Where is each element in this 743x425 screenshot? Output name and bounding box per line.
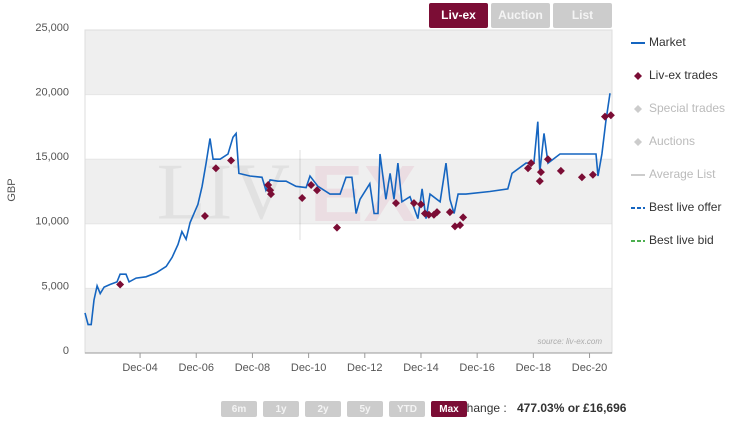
trade-point bbox=[424, 210, 433, 219]
trade-point bbox=[456, 221, 465, 230]
trade-point bbox=[332, 223, 341, 232]
trade-point bbox=[391, 199, 400, 208]
range-bg bbox=[389, 401, 425, 417]
trade-point bbox=[200, 212, 209, 221]
legend-label: Liv-ex trades bbox=[649, 68, 718, 82]
y-tick-label: 25,000 bbox=[35, 22, 69, 34]
range-label: YTD bbox=[397, 404, 417, 415]
range-bg bbox=[431, 401, 467, 417]
legend-item[interactable]: Best live bid bbox=[631, 233, 714, 247]
legend-label: Special trades bbox=[649, 101, 725, 115]
legend-symbol bbox=[634, 105, 642, 113]
range-button[interactable]: YTD bbox=[389, 401, 425, 417]
trade-point bbox=[432, 208, 441, 217]
change-label: Change : bbox=[458, 401, 507, 415]
x-tick-label: Dec-16 bbox=[459, 362, 494, 374]
legend-item[interactable]: Best live offer bbox=[631, 200, 721, 214]
change-value: 477.03% or £16,696 bbox=[517, 401, 627, 415]
watermark: LIV bbox=[157, 148, 290, 236]
trade-point bbox=[116, 280, 125, 289]
range-bg bbox=[263, 401, 299, 417]
legend-label: Auctions bbox=[649, 134, 695, 148]
trade-point bbox=[227, 156, 236, 165]
legend-symbol bbox=[634, 72, 642, 80]
x-tick-label: Dec-10 bbox=[291, 362, 326, 374]
tab-label: List bbox=[572, 8, 593, 22]
trade-point bbox=[606, 111, 615, 120]
legend-label: Average List bbox=[649, 167, 716, 181]
y-tick-label: 20,000 bbox=[35, 87, 69, 99]
trade-point bbox=[211, 164, 220, 173]
range-label: 1y bbox=[275, 404, 287, 415]
y-tick-label: 0 bbox=[63, 345, 69, 357]
market-line bbox=[84, 93, 611, 326]
range-bg bbox=[305, 401, 341, 417]
legend-item[interactable]: Market bbox=[631, 35, 686, 49]
x-tick-label: Dec-20 bbox=[572, 362, 607, 374]
range-button[interactable]: 6m bbox=[221, 401, 257, 417]
range-button[interactable]: 1y bbox=[263, 401, 299, 417]
y-tick-label: 15,000 bbox=[35, 151, 69, 163]
trade-point bbox=[459, 213, 468, 222]
trade-point bbox=[445, 208, 454, 217]
x-tick-label: Dec-18 bbox=[516, 362, 551, 374]
grid-band bbox=[85, 288, 612, 353]
trade-point bbox=[536, 168, 545, 177]
trade-point bbox=[416, 200, 425, 209]
range-label: 2y bbox=[317, 404, 329, 415]
tab-button[interactable]: Liv-ex bbox=[429, 3, 488, 28]
trade-point bbox=[535, 177, 544, 186]
trade-point bbox=[527, 159, 536, 168]
trade-point bbox=[543, 155, 552, 164]
tab-bg bbox=[429, 3, 488, 28]
y-tick-label: 10,000 bbox=[35, 216, 69, 228]
range-label: 5y bbox=[359, 404, 371, 415]
tab-button[interactable]: Auction bbox=[491, 3, 550, 28]
tab-label: Auction bbox=[498, 8, 543, 22]
trade-point bbox=[313, 186, 322, 195]
legend-item[interactable]: Special trades bbox=[634, 101, 725, 115]
trade-point bbox=[307, 181, 316, 190]
tab-bg bbox=[553, 3, 612, 28]
trade-point bbox=[556, 166, 565, 175]
grid-band bbox=[85, 30, 612, 95]
trade-point bbox=[600, 112, 609, 121]
range-label: 6m bbox=[232, 404, 247, 415]
y-axis-label: GBP bbox=[6, 178, 18, 201]
legend-label: Best live offer bbox=[649, 200, 721, 214]
x-tick-label: Dec-14 bbox=[403, 362, 438, 374]
legend-label: Market bbox=[649, 35, 686, 49]
range-button[interactable]: Max bbox=[431, 401, 467, 417]
source-note: source: liv-ex.com bbox=[538, 337, 603, 346]
trade-point bbox=[524, 164, 533, 173]
trade-point bbox=[266, 190, 275, 199]
tab-button[interactable]: List bbox=[553, 3, 612, 28]
x-tick-label: Dec-06 bbox=[179, 362, 214, 374]
legend-label: Best live bid bbox=[649, 233, 714, 247]
trade-point bbox=[409, 199, 418, 208]
y-tick-label: 5,000 bbox=[41, 280, 69, 292]
legend-item[interactable]: Liv-ex trades bbox=[634, 68, 718, 82]
range-bg bbox=[347, 401, 383, 417]
tab-bg bbox=[491, 3, 550, 28]
legend-symbol bbox=[634, 138, 642, 146]
range-label: Max bbox=[439, 404, 459, 415]
trade-point bbox=[298, 193, 307, 202]
range-bg bbox=[221, 401, 257, 417]
x-tick-label: Dec-12 bbox=[347, 362, 382, 374]
trade-point bbox=[577, 173, 586, 182]
trade-point bbox=[588, 170, 597, 179]
grid-band bbox=[85, 159, 612, 224]
range-button[interactable]: 5y bbox=[347, 401, 383, 417]
tab-label: Liv-ex bbox=[441, 8, 476, 22]
legend-item[interactable]: Average List bbox=[631, 167, 716, 181]
range-button[interactable]: 2y bbox=[305, 401, 341, 417]
legend-item[interactable]: Auctions bbox=[634, 134, 695, 148]
x-tick-label: Dec-08 bbox=[235, 362, 270, 374]
x-tick-label: Dec-04 bbox=[122, 362, 157, 374]
